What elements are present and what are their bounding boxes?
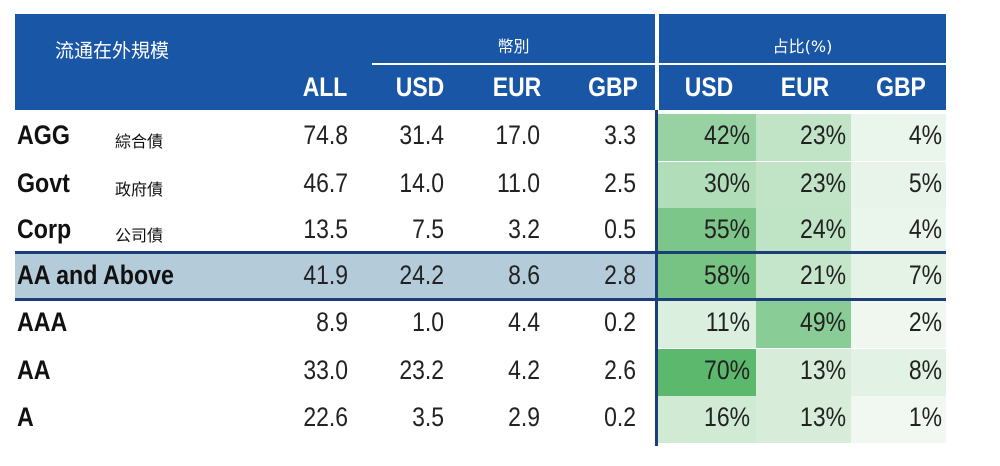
cell-gbp: 3.3 bbox=[604, 120, 636, 150]
cell-eur: 8.6 bbox=[508, 260, 540, 290]
cell-pct-gbp-heat bbox=[851, 208, 946, 255]
cell-all: 8.9 bbox=[316, 307, 348, 337]
cell-all: 74.8 bbox=[303, 120, 348, 150]
cell-pct-gbp: 1% bbox=[908, 402, 942, 432]
cell-pct-usd: 58% bbox=[704, 260, 750, 290]
cell-pct-eur: 21% bbox=[800, 260, 846, 290]
cell-eur: 4.4 bbox=[508, 307, 540, 337]
row-label: AA and Above bbox=[17, 260, 174, 290]
header-share-cell bbox=[659, 14, 946, 110]
cell-usd: 14.0 bbox=[399, 168, 444, 198]
column-header-usd: USD bbox=[395, 72, 445, 102]
cell-pct-usd-heat bbox=[658, 162, 756, 209]
row-label: AA bbox=[17, 355, 51, 385]
cell-gbp: 0.2 bbox=[604, 402, 636, 432]
currency-group-underline bbox=[372, 63, 655, 65]
cell-eur: 4.2 bbox=[508, 355, 540, 385]
cell-pct-usd-heat bbox=[658, 301, 756, 348]
row-label: Govt bbox=[17, 168, 70, 198]
column-header-pct-gbp: GBP bbox=[876, 72, 926, 102]
header-scale-cell bbox=[15, 14, 267, 110]
cell-pct-eur-heat bbox=[756, 114, 851, 161]
cell-pct-eur-heat bbox=[756, 349, 851, 396]
cell-gbp: 0.2 bbox=[604, 307, 636, 337]
cell-usd: 23.2 bbox=[399, 355, 444, 385]
cell-pct-usd: 11% bbox=[705, 307, 750, 337]
currency-group-title: 幣別 bbox=[497, 37, 530, 56]
cell-usd: 31.4 bbox=[399, 120, 444, 150]
cell-gbp: 0.5 bbox=[604, 214, 636, 244]
column-header-gbp: GBP bbox=[588, 72, 638, 102]
cell-pct-eur: 23% bbox=[800, 168, 846, 198]
share-group-underline bbox=[659, 63, 946, 65]
row-label-local: 政府債 bbox=[115, 180, 164, 199]
cell-pct-eur: 24% bbox=[800, 214, 846, 244]
column-header-pct-usd: USD bbox=[684, 72, 734, 102]
cell-pct-gbp: 5% bbox=[908, 168, 942, 198]
share-column-divider bbox=[655, 110, 658, 446]
cell-pct-eur-heat bbox=[756, 162, 851, 209]
highlight-bottom-border bbox=[15, 298, 946, 301]
cell-all: 41.9 bbox=[303, 260, 348, 290]
cell-pct-usd: 30% bbox=[704, 168, 750, 198]
cell-eur: 17.0 bbox=[495, 120, 540, 150]
cell-pct-gbp: 8% bbox=[908, 355, 942, 385]
cell-usd: 7.5 bbox=[412, 214, 444, 244]
highlight-top-border bbox=[15, 251, 946, 254]
cell-pct-usd-heat bbox=[658, 114, 756, 161]
cell-pct-eur: 23% bbox=[800, 120, 846, 150]
cell-pct-gbp-heat bbox=[851, 162, 946, 209]
cell-pct-usd: 55% bbox=[704, 214, 750, 244]
cell-pct-eur-heat bbox=[756, 208, 851, 255]
cell-eur: 11.0 bbox=[497, 168, 540, 198]
cell-pct-gbp: 7% bbox=[908, 260, 942, 290]
cell-pct-eur: 49% bbox=[800, 307, 846, 337]
row-label-local: 公司債 bbox=[115, 226, 164, 245]
cell-pct-usd-heat bbox=[658, 349, 756, 396]
cell-gbp: 2.5 bbox=[604, 168, 636, 198]
cell-pct-usd: 16% bbox=[704, 402, 750, 432]
row-label: AGG bbox=[17, 120, 70, 150]
row-label: Corp bbox=[17, 214, 72, 244]
share-group-title: 占比(%) bbox=[772, 37, 833, 56]
cell-pct-gbp-heat bbox=[851, 254, 946, 301]
cell-all: 33.0 bbox=[303, 355, 348, 385]
cell-pct-eur-heat bbox=[756, 254, 851, 301]
row-label-local: 綜合債 bbox=[115, 132, 164, 151]
cell-pct-gbp: 4% bbox=[908, 120, 942, 150]
cell-pct-gbp: 4% bbox=[908, 214, 942, 244]
cell-all: 46.7 bbox=[303, 168, 348, 198]
row-label: AAA bbox=[17, 307, 68, 337]
cell-pct-usd-heat bbox=[658, 396, 756, 443]
cell-pct-eur: 13% bbox=[800, 402, 846, 432]
cell-pct-usd: 42% bbox=[704, 120, 750, 150]
cell-all: 13.5 bbox=[303, 214, 348, 244]
cell-pct-eur: 13% bbox=[800, 355, 846, 385]
scale-title: 流通在外規模 bbox=[55, 40, 170, 62]
row-label: A bbox=[17, 402, 34, 432]
cell-usd: 24.2 bbox=[399, 260, 444, 290]
cell-pct-gbp-heat bbox=[851, 396, 946, 443]
cell-pct-eur-heat bbox=[756, 396, 851, 443]
header-currency-cell bbox=[267, 14, 655, 110]
column-header-eur: EUR bbox=[492, 72, 542, 102]
cell-pct-gbp-heat bbox=[851, 114, 946, 161]
cell-pct-eur-heat bbox=[756, 301, 851, 348]
header-separator bbox=[655, 14, 659, 110]
cell-pct-gbp-heat bbox=[851, 301, 946, 348]
column-header-all: ALL bbox=[302, 72, 348, 102]
cell-all: 22.6 bbox=[303, 402, 348, 432]
cell-pct-gbp: 2% bbox=[908, 307, 942, 337]
cell-gbp: 2.8 bbox=[604, 260, 636, 290]
column-header-pct-eur: EUR bbox=[780, 72, 830, 102]
cell-gbp: 2.6 bbox=[604, 355, 636, 385]
cell-usd: 1.0 bbox=[412, 307, 444, 337]
cell-pct-gbp-heat bbox=[851, 349, 946, 396]
cell-eur: 3.2 bbox=[508, 214, 540, 244]
cell-pct-usd-heat bbox=[658, 254, 756, 301]
cell-pct-usd-heat bbox=[658, 208, 756, 255]
cell-eur: 2.9 bbox=[508, 402, 540, 432]
cell-pct-usd: 70% bbox=[704, 355, 750, 385]
cell-usd: 3.5 bbox=[412, 402, 444, 432]
